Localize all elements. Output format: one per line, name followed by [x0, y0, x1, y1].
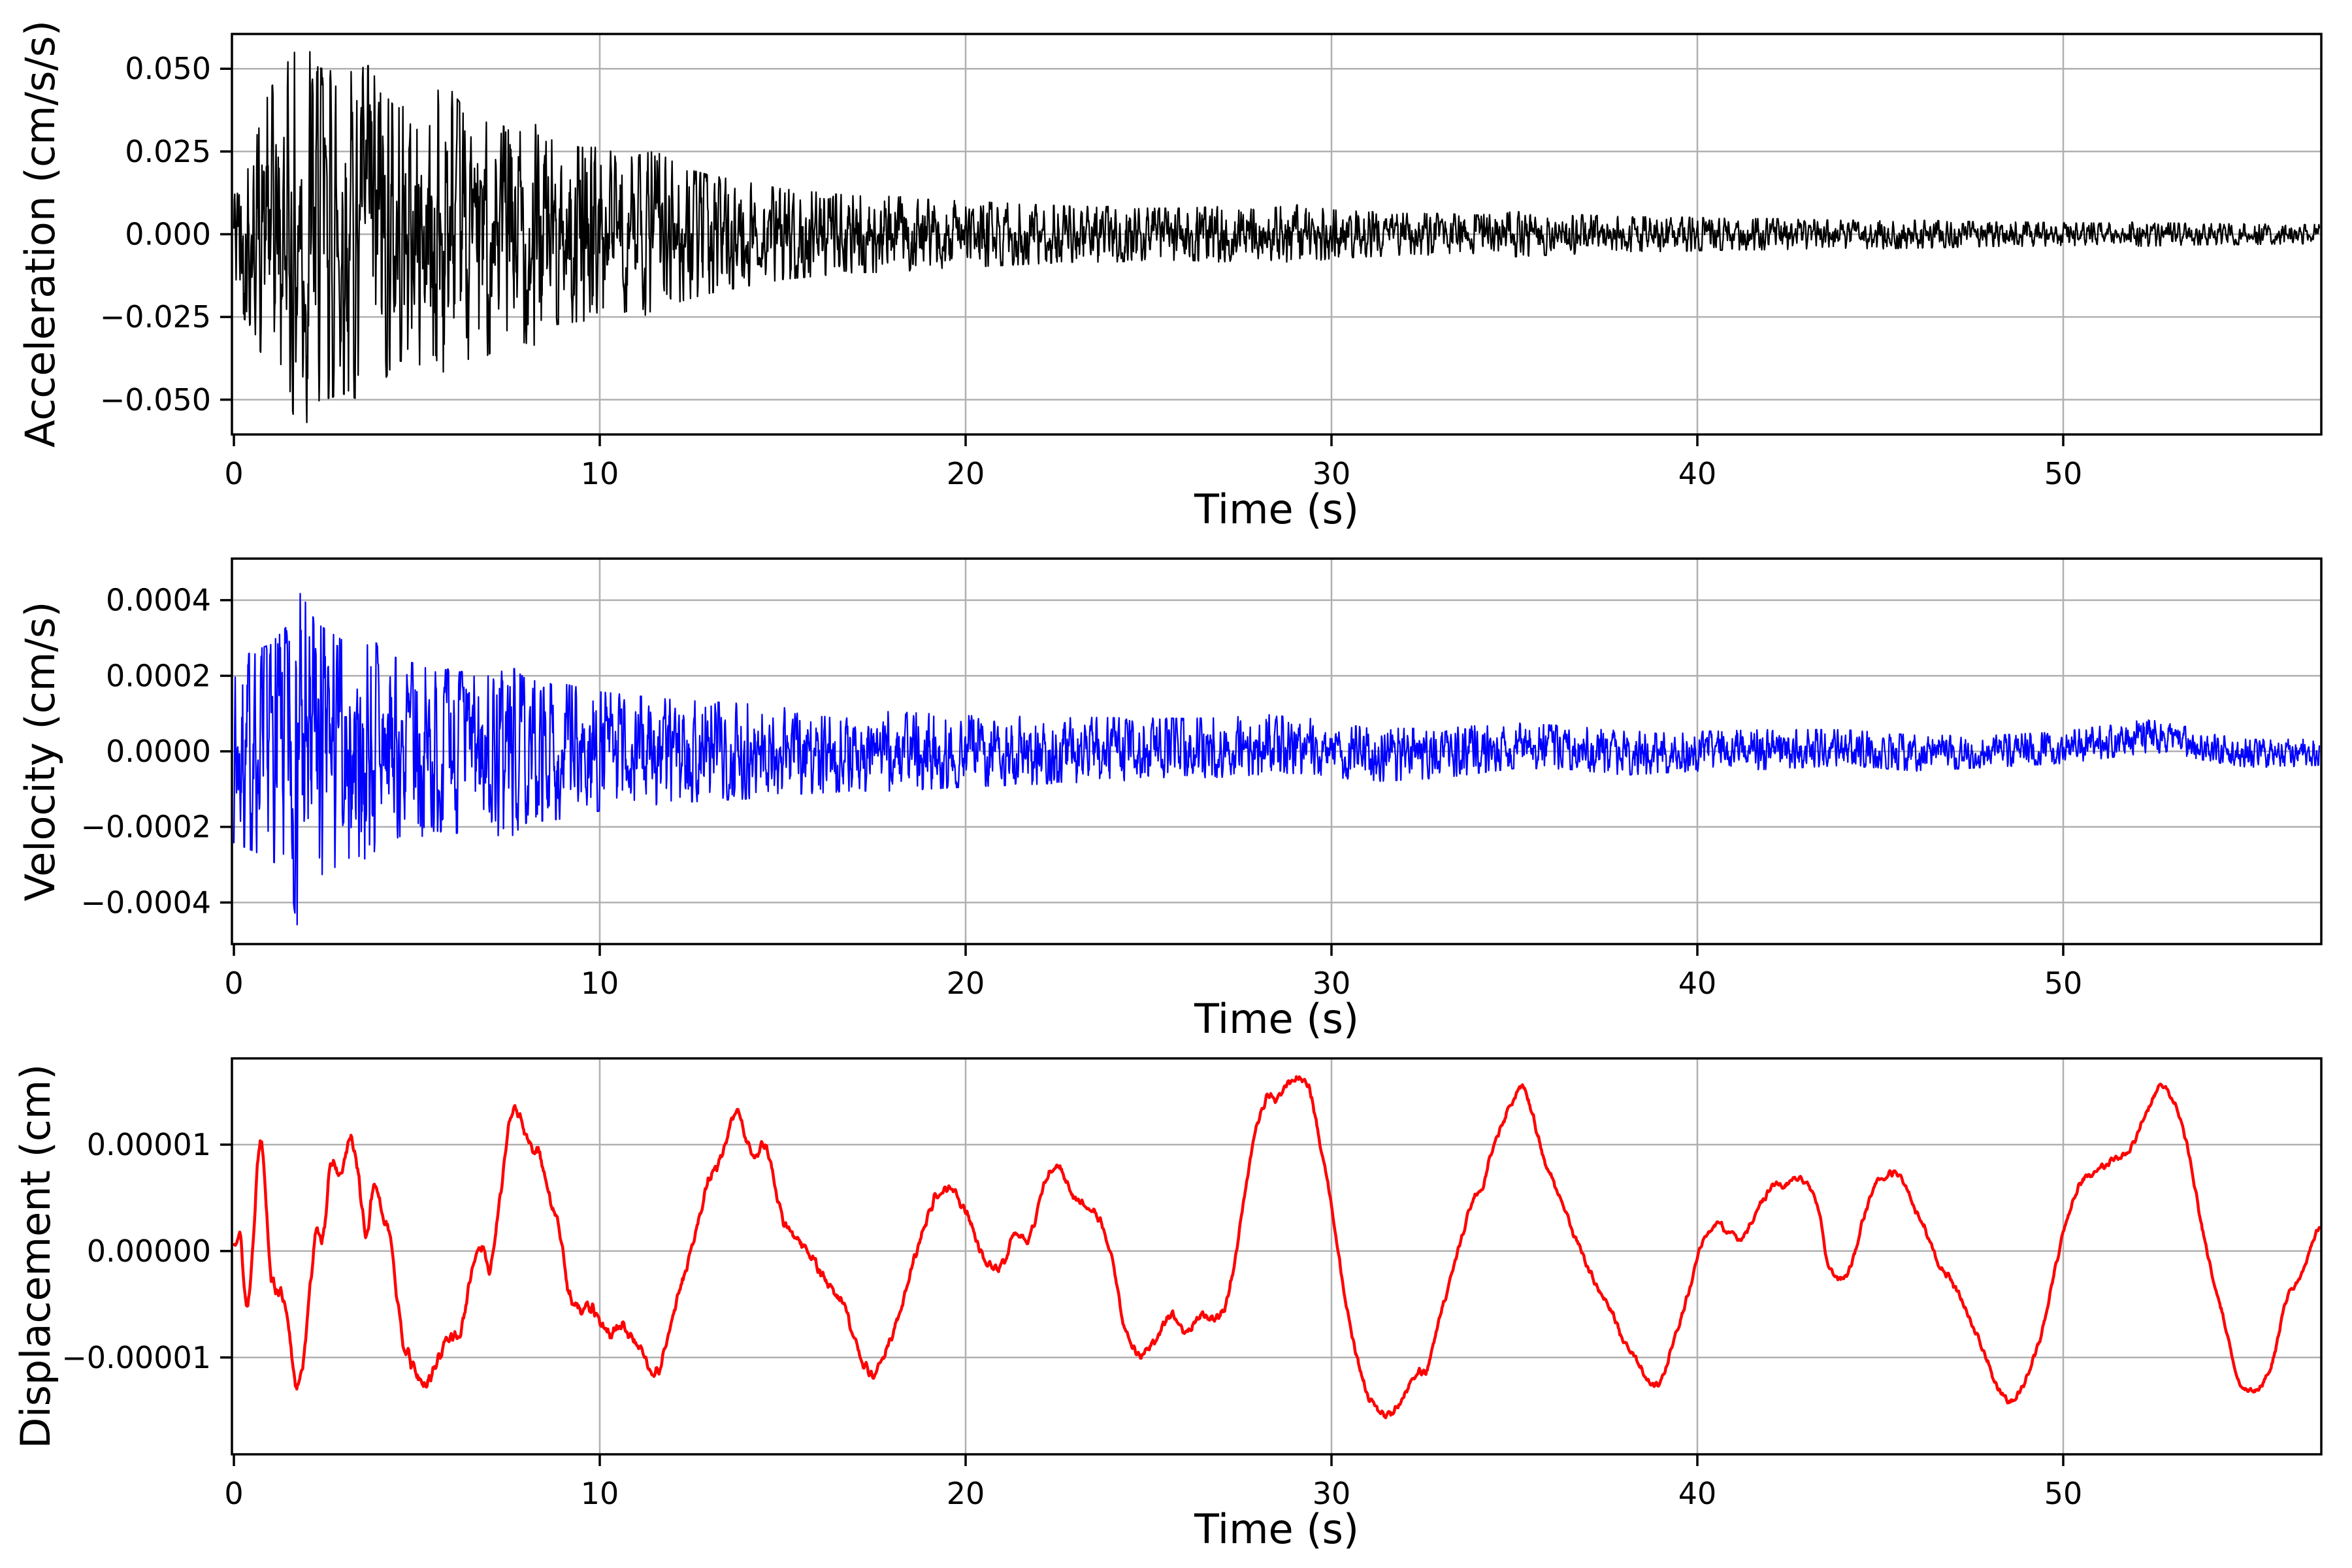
y-tick-label: −0.050 [100, 382, 211, 417]
y-tick-label: 0.00001 [87, 1127, 211, 1162]
x-tick-label: 20 [947, 966, 985, 1001]
y-tick-label: 0.0004 [106, 583, 211, 618]
x-tick-label: 0 [224, 456, 243, 491]
acceleration-waveform [233, 51, 2321, 423]
velocity-waveform [233, 593, 2321, 926]
y-tick-label: 0.025 [125, 134, 211, 169]
acceleration-x-axis-label: Time (s) [1194, 485, 1360, 533]
x-tick-label: 10 [581, 1476, 619, 1511]
acceleration-y-axis-label: Acceleration (cm/s/s) [16, 20, 64, 448]
x-tick-label: 20 [947, 456, 985, 491]
displacement-y-axis-label: Displacement (cm) [12, 1064, 59, 1449]
x-tick-label: 40 [1678, 966, 1717, 1001]
y-tick-label: 0.00000 [87, 1233, 211, 1269]
y-tick-label: −0.0004 [81, 885, 212, 920]
displacement-waveform [232, 1075, 2321, 1420]
x-tick-label: 0 [224, 1476, 243, 1511]
displacement-x-axis-label: Time (s) [1194, 1505, 1360, 1553]
x-tick-label: 30 [1313, 966, 1351, 1001]
x-tick-label: 40 [1678, 1476, 1717, 1511]
plot-spine [231, 557, 2323, 945]
x-tick-label: 50 [2044, 966, 2083, 1001]
y-tick-label: 0.050 [125, 51, 211, 86]
x-tick-label: 40 [1678, 456, 1717, 491]
velocity-x-axis-label: Time (s) [1194, 995, 1360, 1043]
y-tick-label: 0.0002 [106, 658, 211, 693]
x-tick-label: 10 [581, 456, 619, 491]
y-tick-label: 0.0000 [106, 734, 211, 769]
y-tick-label: −0.025 [100, 299, 211, 335]
x-tick-label: 50 [2044, 456, 2083, 491]
plot-spine [231, 1057, 2323, 1456]
velocity-y-axis-label: Velocity (cm/s) [16, 601, 64, 902]
y-tick-label: −0.00001 [61, 1340, 211, 1375]
x-tick-label: 20 [947, 1476, 985, 1511]
x-tick-label: 50 [2044, 1476, 2083, 1511]
x-tick-label: 30 [1313, 456, 1351, 491]
plot-spine [231, 33, 2323, 436]
x-tick-label: 0 [224, 966, 243, 1001]
x-tick-label: 30 [1313, 1476, 1351, 1511]
y-tick-label: −0.0002 [81, 809, 212, 845]
x-tick-label: 10 [581, 966, 619, 1001]
y-tick-label: 0.000 [125, 217, 211, 252]
